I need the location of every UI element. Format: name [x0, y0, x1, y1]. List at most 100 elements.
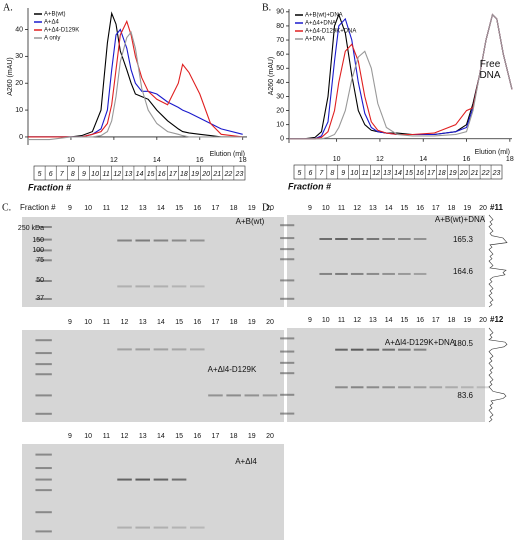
- fraction-number: 22: [481, 170, 490, 177]
- fraction-row: [33, 165, 246, 181]
- x-tick-label: 16: [463, 156, 471, 163]
- y-tick-label: 10: [276, 122, 284, 129]
- lane-number: 13: [369, 205, 377, 212]
- ladder-band: [280, 297, 295, 300]
- y-tick-label: 90: [276, 9, 284, 16]
- gel-band: [366, 272, 380, 275]
- marker-label: 37: [36, 295, 44, 302]
- lane-number: 20: [479, 205, 487, 212]
- profile-value: 180.5: [453, 339, 474, 348]
- fraction-number: 5: [298, 170, 302, 177]
- y-tick-label: 30: [15, 53, 23, 60]
- y-axis-label: A260 (mAU): [7, 57, 14, 96]
- lane-number: 18: [448, 317, 456, 324]
- fraction-number: 11: [103, 171, 110, 178]
- fraction-row: [293, 164, 503, 180]
- ladder-band: [35, 280, 52, 282]
- gel-band: [190, 526, 205, 529]
- ladder-band: [280, 393, 295, 396]
- gel-band: [413, 348, 427, 351]
- fraction-number: 23: [235, 171, 244, 178]
- legend-label: A only: [44, 36, 60, 42]
- x-tick-label: 10: [67, 157, 75, 164]
- lane-number: 18: [230, 433, 238, 440]
- annotation: Free DNA: [479, 59, 500, 81]
- fraction-number: 5: [38, 171, 42, 178]
- ladder-band: [35, 298, 52, 300]
- lane-number: 15: [400, 317, 408, 324]
- gel-band: [190, 348, 205, 351]
- gel-band: [398, 386, 411, 389]
- gel-band: [335, 348, 348, 351]
- lane-number: 20: [266, 205, 274, 212]
- ladder-band: [280, 224, 295, 227]
- annotation-line: DNA: [479, 70, 500, 81]
- gel-band: [171, 285, 187, 288]
- lane-number: 15: [400, 205, 408, 212]
- legend-label: A+Δ4-D129K+DNA: [305, 29, 356, 35]
- ladder-band: [35, 259, 52, 262]
- marker-label: 100: [32, 247, 44, 254]
- legend-label: A+B(wt): [44, 12, 66, 18]
- gel-band: [398, 272, 411, 275]
- ladder-band: [280, 350, 295, 353]
- gel-band: [382, 272, 395, 275]
- x-tick-label: 14: [153, 157, 161, 164]
- ladder-band: [35, 530, 52, 533]
- gel-band: [153, 526, 169, 529]
- gel-band: [350, 386, 364, 389]
- gel-band: [366, 238, 380, 240]
- lane-number: 17: [212, 433, 220, 440]
- density-profile: [488, 327, 508, 423]
- lane-number: 12: [121, 319, 129, 326]
- lane-number: 11: [338, 317, 345, 324]
- lane-number: 14: [385, 205, 393, 212]
- gel: [22, 330, 284, 422]
- fraction-number: 10: [91, 171, 99, 178]
- fraction-number: 10: [350, 170, 358, 177]
- fraction-label: Fraction #: [28, 182, 71, 192]
- series-line: [28, 11, 243, 138]
- legend-label: A+Δ4: [44, 20, 60, 26]
- gel-band: [335, 238, 348, 240]
- gel-band: [413, 238, 427, 240]
- gel-band: [190, 239, 205, 242]
- series-line: [28, 28, 243, 138]
- lane-number: 11: [103, 433, 110, 440]
- y-tick-label: 10: [15, 107, 23, 114]
- profile-id: #11: [490, 203, 503, 212]
- lane-number: 10: [84, 319, 92, 326]
- lane-number: 14: [157, 205, 165, 212]
- gel-band: [460, 386, 474, 389]
- fraction-number: 9: [82, 171, 86, 178]
- lane-number: 19: [463, 317, 471, 324]
- gel-band: [413, 386, 427, 389]
- gel-band: [319, 272, 333, 275]
- fraction-number: 23: [492, 170, 501, 177]
- lane-number: 13: [139, 319, 147, 326]
- ladder-band: [280, 412, 295, 415]
- ladder-band: [280, 361, 295, 364]
- ladder-band: [35, 363, 52, 366]
- lane-number: 11: [103, 319, 110, 326]
- series-line: [289, 13, 513, 140]
- gel-band: [350, 348, 364, 351]
- gel: [22, 217, 284, 307]
- fraction-number: 17: [169, 171, 178, 178]
- lane-number: 10: [322, 205, 330, 212]
- y-tick-label: 40: [276, 79, 284, 86]
- ladder-band: [280, 337, 295, 340]
- gel-band: [153, 285, 169, 288]
- lane-number: 18: [230, 205, 238, 212]
- lane-number: 18: [230, 319, 238, 326]
- gel-band: [244, 394, 260, 397]
- ladder-band: [280, 372, 295, 375]
- gel-band: [171, 526, 187, 529]
- gel-band: [171, 348, 187, 351]
- gel-band: [335, 386, 348, 389]
- ladder-band: [280, 248, 295, 251]
- gel: [287, 328, 485, 422]
- x-tick-label: 10: [333, 156, 341, 163]
- gel-band: [117, 478, 132, 481]
- gel-label: A+Δl4: [235, 457, 257, 466]
